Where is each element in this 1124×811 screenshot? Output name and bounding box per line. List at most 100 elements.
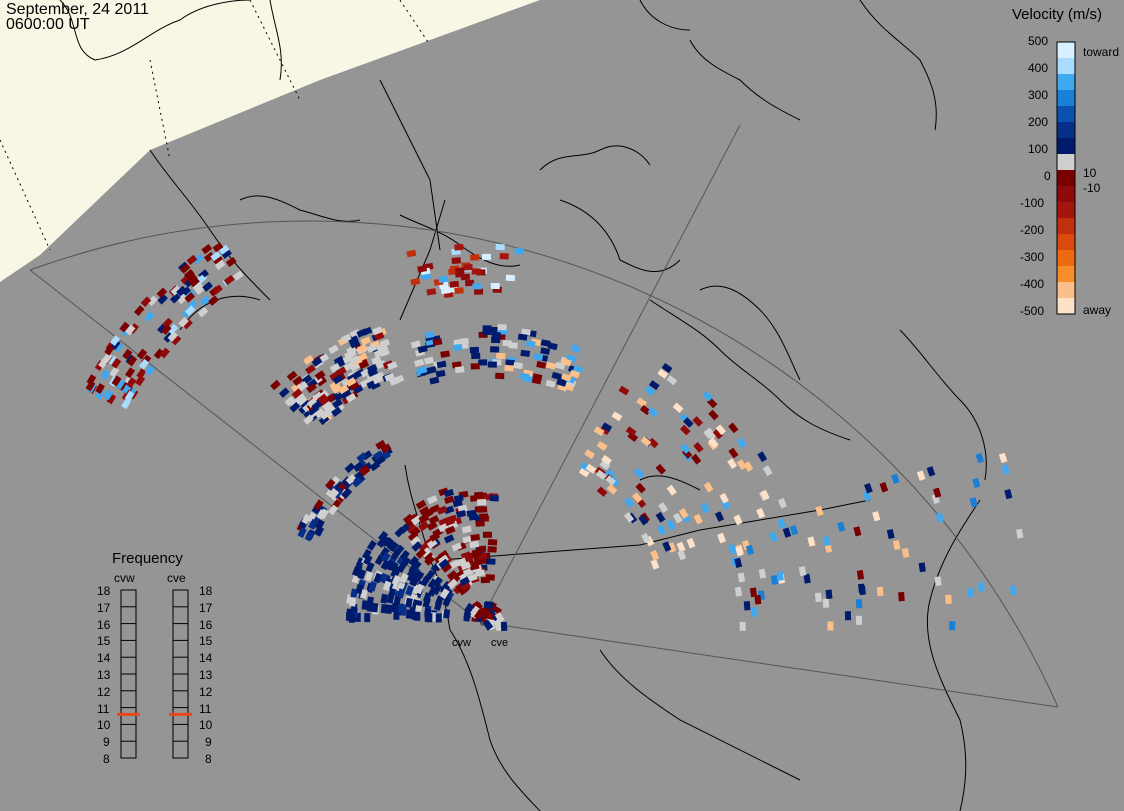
velocity-cell: [356, 344, 368, 354]
velocity-cell: [447, 578, 458, 589]
velocity-inner-label-neg: -10: [1083, 181, 1101, 195]
velocity-cell: [505, 359, 515, 367]
velocity-cell: [758, 568, 767, 579]
velocity-cell: [414, 358, 425, 367]
velocity-cell: [278, 387, 290, 398]
velocity-cell: [789, 525, 799, 536]
velocity-cell: [472, 283, 482, 290]
velocity-cell: [199, 295, 211, 306]
velocity-cell: [375, 439, 387, 450]
velocity-cell: [119, 321, 130, 333]
velocity-color-swatch: [1057, 298, 1075, 315]
velocity-cell: [424, 555, 435, 566]
velocity-cell: [470, 533, 481, 542]
velocity-cell: [386, 540, 398, 552]
velocity-cell: [827, 621, 834, 631]
daylight-region: [0, 0, 540, 282]
velocity-cell: [712, 428, 724, 440]
velocity-cell: [473, 609, 485, 620]
velocity-cell: [901, 548, 910, 558]
velocity-cell: [439, 588, 450, 600]
velocity-cell: [474, 288, 484, 295]
velocity-cell: [296, 395, 308, 406]
velocity-cell: [864, 483, 873, 494]
velocity-cell: [379, 547, 390, 558]
velocity-cell: [411, 541, 423, 552]
velocity-cell: [443, 488, 455, 498]
velocity-cell: [291, 388, 303, 399]
velocity-cell: [434, 595, 444, 606]
velocity-cell: [192, 253, 204, 265]
coastlines: [59, 0, 987, 811]
velocity-cell: [423, 356, 434, 365]
frequency-tick-left: 17: [97, 600, 111, 615]
velocity-cell: [693, 442, 704, 453]
velocity-cell: [427, 578, 438, 590]
velocity-cell: [486, 558, 496, 565]
velocity-cell: [201, 243, 213, 255]
velocity-cell: [347, 335, 359, 345]
velocity-cell: [411, 560, 422, 572]
velocity-cell: [837, 521, 846, 532]
velocity-cell: [144, 311, 155, 322]
velocity-cell: [727, 458, 738, 470]
velocity-cell: [428, 515, 440, 525]
velocity-cell: [678, 507, 689, 519]
velocity-cell: [111, 375, 122, 387]
velocity-cell: [662, 541, 672, 552]
velocity-cell: [297, 381, 309, 392]
velocity-cell: [739, 621, 746, 631]
velocity-cell: [349, 596, 357, 607]
velocity-cell: [728, 422, 739, 434]
velocity-cell: [465, 279, 475, 287]
velocity-cell: [803, 573, 811, 584]
velocity-cell: [825, 589, 833, 600]
velocity-cell: [679, 424, 691, 436]
velocity-cell: [354, 368, 366, 379]
velocity-cell: [471, 268, 481, 275]
velocity-cell: [667, 542, 677, 553]
velocity-cell: [703, 481, 714, 493]
velocity-cell: [125, 324, 136, 336]
velocity-cell: [456, 557, 467, 567]
velocity-cell: [972, 477, 981, 489]
velocity-cell: [650, 550, 660, 561]
velocity-cell: [844, 611, 852, 621]
velocity-cell: [380, 535, 391, 547]
velocity-cell: [372, 326, 383, 336]
frequency-tick-right: 14: [199, 651, 213, 666]
velocity-cell: [382, 580, 392, 592]
velocity-cell: [475, 520, 485, 527]
velocity-cell: [124, 367, 136, 379]
velocity-cell: [348, 613, 355, 623]
velocity-cell: [658, 502, 669, 513]
velocity-cell: [449, 280, 460, 288]
velocity-cell: [807, 536, 816, 547]
velocity-cell: [432, 338, 443, 346]
velocity-cell: [872, 511, 881, 522]
velocity-cell: [735, 546, 744, 557]
velocity-cell: [777, 497, 787, 509]
velocity-color-swatch: [1057, 138, 1075, 155]
velocity-cell: [520, 349, 531, 357]
velocity-cell: [440, 287, 451, 295]
velocity-cell: [798, 566, 807, 577]
velocity-cell: [655, 463, 667, 475]
velocity-cell: [167, 323, 179, 335]
frequency-tick-right: 17: [199, 600, 213, 615]
velocity-cell: [604, 468, 616, 480]
velocity-cell: [360, 336, 372, 346]
velocity-cell: [471, 549, 482, 557]
velocity-cell: [494, 612, 505, 623]
velocity-cell: [782, 527, 792, 538]
velocity-cell: [856, 570, 865, 580]
velocity-cell: [410, 515, 422, 526]
velocity-cell: [443, 534, 455, 544]
velocity-cell: [380, 552, 391, 563]
velocity-cell: [355, 583, 364, 595]
velocity-cell: [879, 481, 889, 493]
velocity-cell: [212, 254, 223, 265]
velocity-cell: [424, 331, 435, 339]
velocity-cell: [853, 526, 862, 537]
